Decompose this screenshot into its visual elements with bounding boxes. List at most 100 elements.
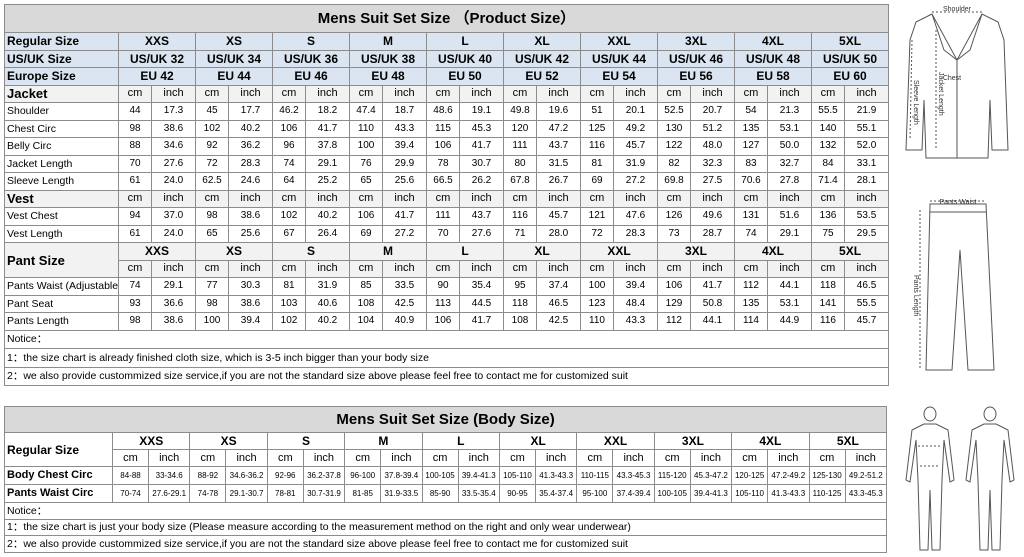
value-cell: 98 bbox=[118, 312, 152, 331]
unit-cell: inch bbox=[225, 449, 268, 467]
value-cell: 47.2-49.2 bbox=[767, 466, 810, 485]
row-label: Jacket Length bbox=[4, 154, 119, 173]
value-cell: 118 bbox=[811, 277, 845, 296]
value-cell: 45.7 bbox=[613, 137, 658, 156]
unit-cell: cm bbox=[811, 84, 845, 103]
value-cell: 100 bbox=[195, 312, 229, 331]
size-cell: US/UK 42 bbox=[503, 49, 581, 68]
value-cell: 40.9 bbox=[382, 312, 427, 331]
value-cell: 98 bbox=[118, 119, 152, 138]
unit-cell: cm bbox=[576, 449, 614, 467]
value-cell: 111 bbox=[426, 207, 460, 226]
table-row: Shoulder 44 17.3 45 17.7 46.2 18.2 47.4 18.7 48.6… bbox=[4, 102, 890, 121]
value-cell: 71 bbox=[503, 224, 537, 243]
value-cell: 90 bbox=[426, 277, 460, 296]
size-cell: EU 46 bbox=[272, 67, 350, 86]
value-cell: 62.5 bbox=[195, 172, 229, 191]
unit-cell: inch bbox=[536, 189, 581, 208]
value-cell: 19.6 bbox=[536, 102, 581, 121]
size-cell: S bbox=[266, 432, 346, 450]
value-cell: 116 bbox=[811, 312, 845, 331]
table-row: Notice： bbox=[3, 502, 888, 520]
value-cell: 36.2-37.8 bbox=[302, 466, 346, 485]
value-cell: 37.0 bbox=[151, 207, 196, 226]
value-cell: 44 bbox=[118, 102, 152, 121]
value-cell: 39.4-41.3 bbox=[457, 466, 500, 485]
value-cell: 106 bbox=[426, 137, 460, 156]
size-cell: M bbox=[349, 242, 427, 261]
unit-cell: cm bbox=[503, 259, 537, 278]
value-cell: 40.2 bbox=[228, 119, 273, 138]
value-cell: 39.4 bbox=[228, 312, 273, 331]
value-cell: 46.5 bbox=[843, 277, 890, 296]
table-row: Pant Seat 93 36.6 98 38.6 103 40.6 108 42.5 113 44… bbox=[4, 294, 890, 313]
value-cell: 69 bbox=[349, 224, 383, 243]
value-cell: 32.7 bbox=[767, 154, 812, 173]
value-cell: 78 bbox=[426, 154, 460, 173]
value-cell: 140 bbox=[811, 119, 845, 138]
value-cell: 28.7 bbox=[690, 224, 735, 243]
size-cell: EU 42 bbox=[118, 67, 196, 86]
value-cell: 45.7 bbox=[843, 312, 890, 331]
value-cell: 44.9 bbox=[767, 312, 812, 331]
value-cell: 48.6 bbox=[426, 102, 460, 121]
value-cell: 29.5 bbox=[843, 224, 890, 243]
value-cell: 55.5 bbox=[811, 102, 845, 121]
row-label: Body Chest Circ bbox=[4, 466, 113, 485]
size-cell: XS bbox=[195, 242, 273, 261]
value-cell: 46.2 bbox=[272, 102, 306, 121]
value-cell: 28.3 bbox=[613, 224, 658, 243]
unit-cell: cm bbox=[272, 84, 306, 103]
value-cell: 31.9 bbox=[305, 277, 350, 296]
table-row: Sleeve Length 61 24.0 62.5 24.6 64 25.2 65 25.6 6… bbox=[4, 172, 890, 191]
value-cell: 55.1 bbox=[843, 119, 890, 138]
value-cell: 52.0 bbox=[843, 137, 890, 156]
value-cell: 120-125 bbox=[731, 466, 769, 485]
unit-cell: cm bbox=[195, 259, 229, 278]
unit-cell: inch bbox=[459, 259, 504, 278]
value-cell: 116 bbox=[503, 207, 537, 226]
row-label: Pants Waist (Adjustable bbox=[4, 277, 119, 296]
table-body: Mens Suit Set Size （Product Size） Regular… bbox=[3, 4, 890, 386]
value-cell: 115-120 bbox=[653, 466, 691, 485]
size-cell: EU 60 bbox=[810, 67, 890, 86]
unit-cell: inch bbox=[690, 259, 735, 278]
unit-cell: inch bbox=[613, 84, 658, 103]
value-cell: 105-110 bbox=[731, 484, 769, 503]
size-cell: EU 56 bbox=[657, 67, 735, 86]
unit-cell: cm bbox=[118, 189, 152, 208]
value-cell: 74 bbox=[118, 277, 152, 296]
unit-cell: cm bbox=[503, 84, 537, 103]
value-cell: 29.9 bbox=[382, 154, 427, 173]
size-cell: EU 54 bbox=[580, 67, 658, 86]
row-label: Shoulder bbox=[4, 102, 119, 121]
value-cell: 96 bbox=[272, 137, 306, 156]
value-cell: 122 bbox=[657, 137, 691, 156]
unit-cell: cm bbox=[580, 84, 614, 103]
notice: Notice： bbox=[3, 329, 890, 349]
table-row: Europe Size EU 42 EU 44 EU 46 EU 48 EU 50 EU 5… bbox=[4, 67, 890, 86]
size-cell: 4XL bbox=[734, 242, 812, 261]
unit-cell: inch bbox=[151, 259, 196, 278]
value-cell: 121 bbox=[580, 207, 614, 226]
unit-cell: inch bbox=[767, 449, 810, 467]
value-cell: 50.0 bbox=[767, 137, 812, 156]
row-label: Chest Circ bbox=[4, 119, 119, 138]
size-cell: L bbox=[421, 432, 500, 450]
value-cell: 114 bbox=[734, 312, 768, 331]
unit-cell: cm bbox=[118, 84, 152, 103]
unit-cell: cm bbox=[421, 449, 459, 467]
size-cell: EU 50 bbox=[426, 67, 504, 86]
notice: 1：the size chart is already finished clo… bbox=[3, 348, 890, 368]
value-cell: 34.6 bbox=[151, 137, 196, 156]
unit-cell: cm bbox=[503, 189, 537, 208]
size-cell: US/UK 34 bbox=[195, 49, 273, 68]
value-cell: 29.1 bbox=[151, 277, 196, 296]
unit-cell: inch bbox=[843, 259, 890, 278]
value-cell: 44.1 bbox=[690, 312, 735, 331]
unit-cell: inch bbox=[382, 84, 427, 103]
unit-cell: inch bbox=[147, 449, 191, 467]
size-cell: L bbox=[426, 242, 504, 261]
value-cell: 96-100 bbox=[344, 466, 382, 485]
value-cell: 85-90 bbox=[421, 484, 459, 503]
